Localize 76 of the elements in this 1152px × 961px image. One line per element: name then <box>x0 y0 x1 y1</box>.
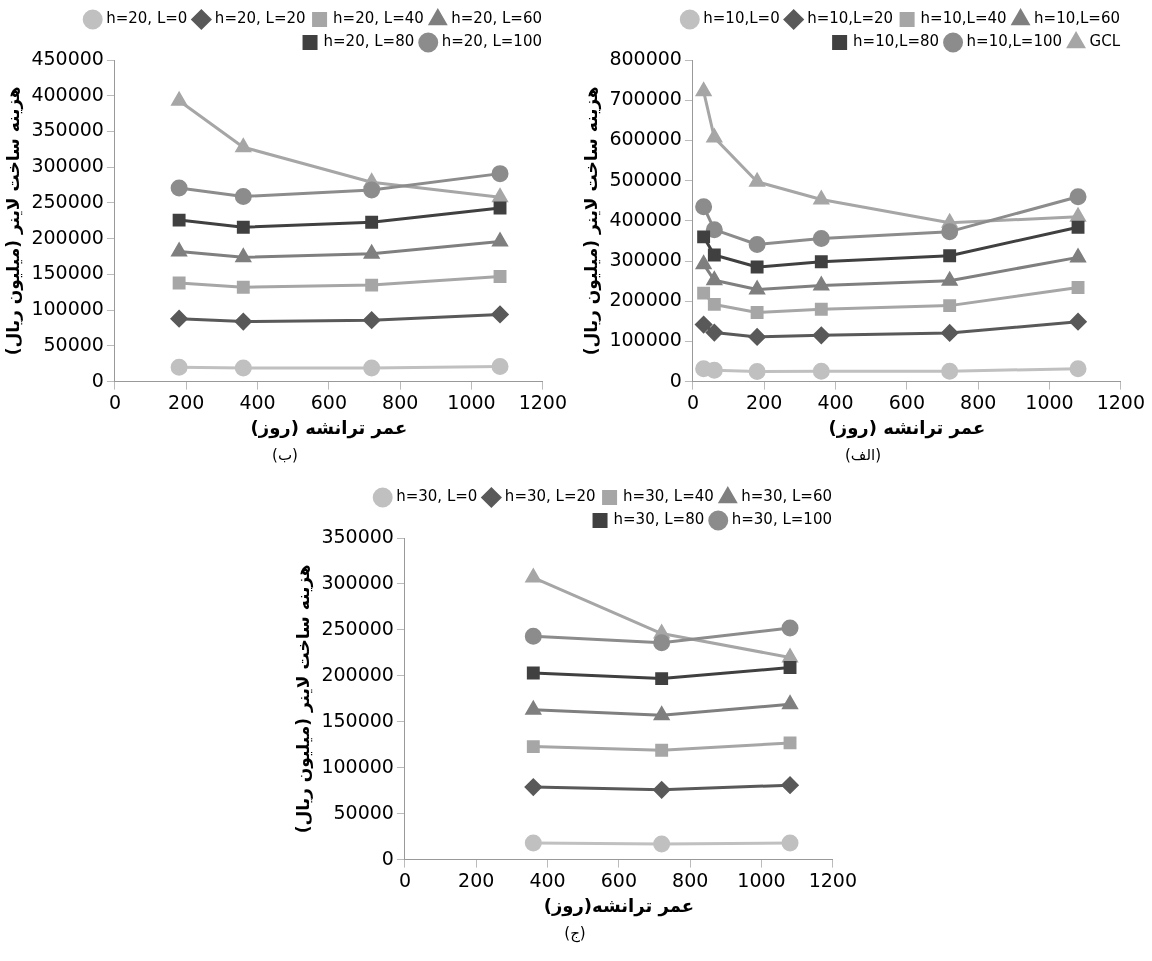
legend-label: h=20, L=100 <box>441 32 543 51</box>
y-tick-label: 400000 <box>31 82 104 105</box>
y-tick-label: 0 <box>381 846 394 869</box>
y-tick-label: 0 <box>91 368 104 391</box>
legend-label: h=10,L=40 <box>920 9 1007 28</box>
x-tick-label: 600 <box>888 390 926 413</box>
y-tick-label: 200000 <box>321 662 394 685</box>
y-tick-label: 500000 <box>609 167 682 190</box>
text: (الف) <box>844 446 882 464</box>
x-tick-label: 1000 <box>737 868 786 891</box>
y-tick-label: 100000 <box>609 328 682 351</box>
legend-label: h=10,L=20 <box>807 9 894 28</box>
x-tick-label: 200 <box>458 868 495 891</box>
y-axis-title: هزینه ساخت لاینر (میلیون ریال) <box>2 86 24 356</box>
x-tick-label: 800 <box>672 868 709 891</box>
legend-label: h=30, L=80 <box>613 510 705 529</box>
text: (ب) <box>271 446 299 464</box>
x-tick-label: 1200 <box>1096 390 1145 413</box>
legend-label: h=30, L=20 <box>504 487 596 506</box>
x-axis-title: عمر ترانشه (روز) <box>828 416 986 439</box>
y-tick-label: 250000 <box>321 616 394 639</box>
y-tick-label: 200000 <box>31 225 104 248</box>
legend-label: h=20, L=80 <box>323 32 415 51</box>
legend-label: h=10,L=100 <box>966 32 1063 51</box>
x-tick-label: 1000 <box>1025 390 1074 413</box>
x-tick-label: 800 <box>382 390 419 413</box>
x-axis-title: عمر ترانشه (روز) <box>250 416 408 439</box>
x-tick-label: 400 <box>817 390 854 413</box>
y-tick-label: 250000 <box>31 189 104 212</box>
legend-label: h=30, L=100 <box>731 510 833 529</box>
x-tick-label: 1200 <box>808 868 857 891</box>
y-tick-label: 300000 <box>609 247 682 270</box>
x-tick-label: 1200 <box>518 390 567 413</box>
legend-label: h=30, L=60 <box>741 487 833 506</box>
y-tick-label: 300000 <box>31 154 104 177</box>
y-tick-label: 400000 <box>609 207 682 230</box>
y-tick-label: 0 <box>669 368 682 391</box>
y-tick-label: 600000 <box>609 127 682 150</box>
legend-label: GCL <box>1089 32 1121 51</box>
x-tick-label: 400 <box>239 390 276 413</box>
legend-label: h=10,L=80 <box>853 32 940 51</box>
x-tick-label: 0 <box>108 390 121 413</box>
y-tick-label: 150000 <box>31 261 104 284</box>
x-axis-title: عمر ترانشه(روز) <box>543 894 695 917</box>
x-tick-label: 0 <box>398 868 411 891</box>
y-tick-label: 350000 <box>31 118 104 141</box>
legend-label: h=30, L=0 <box>396 487 478 506</box>
y-tick-label: 50000 <box>43 332 104 355</box>
y-tick-label: 450000 <box>31 46 104 69</box>
legend-label: h=20, L=0 <box>106 9 188 28</box>
y-tick-label: 800000 <box>609 46 682 69</box>
y-tick-label: 200000 <box>609 288 682 311</box>
x-tick-label: 400 <box>529 868 566 891</box>
legend-label: h=20, L=60 <box>451 9 543 28</box>
y-tick-label: 100000 <box>321 754 394 777</box>
text: (ج) <box>563 924 587 942</box>
y-tick-label: 150000 <box>321 708 394 731</box>
legend-label: h=20, L=20 <box>214 9 306 28</box>
x-tick-label: 600 <box>600 868 638 891</box>
x-tick-label: 0 <box>686 390 699 413</box>
y-tick-label: 300000 <box>321 570 394 593</box>
x-tick-label: 1000 <box>447 390 496 413</box>
y-axis-title: هزینه ساخت لاینر (میلیون ریال) <box>580 86 602 356</box>
x-tick-label: 600 <box>310 390 348 413</box>
x-tick-label: 200 <box>168 390 205 413</box>
y-tick-label: 100000 <box>31 297 104 320</box>
y-axis-title: هزینه ساخت لاینر (میلیون ریال) <box>292 564 314 834</box>
legend-label: h=10,L=60 <box>1034 9 1121 28</box>
legend-label: h=30, L=40 <box>623 487 714 506</box>
legend-label: h=20, L=40 <box>333 9 424 28</box>
legend-label: h=10,L=0 <box>703 9 780 28</box>
y-tick-label: 700000 <box>609 87 682 110</box>
y-tick-label: 350000 <box>321 524 394 547</box>
y-tick-label: 50000 <box>333 800 394 823</box>
x-tick-label: 800 <box>960 390 997 413</box>
x-tick-label: 200 <box>746 390 783 413</box>
